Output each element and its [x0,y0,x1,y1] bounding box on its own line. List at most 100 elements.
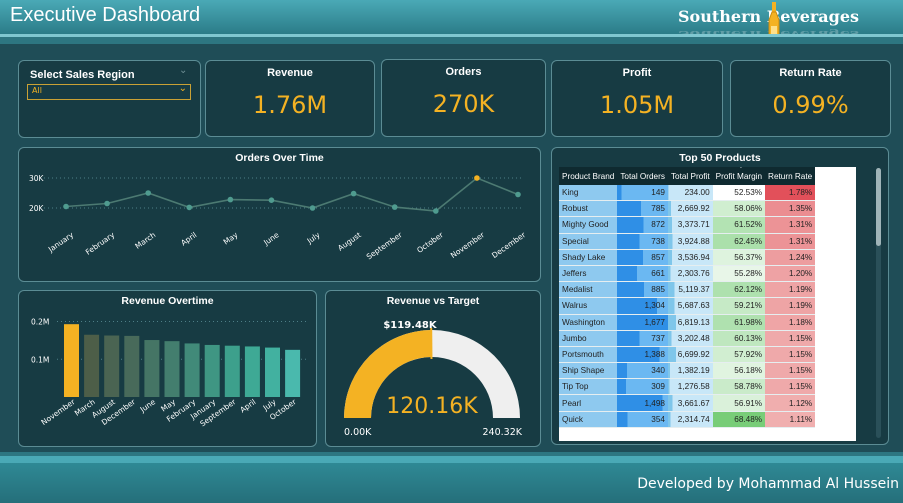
orders-point [309,205,316,211]
kpi-revenue: Revenue 1.76M [205,60,375,137]
table-row[interactable]: Ship Shape 340 1,382.19 56.18% 1.15% [559,362,816,380]
table-row[interactable]: Quick 354 2,314.74 68.48% 1.11% [559,411,816,428]
revenue-bar [204,344,220,397]
kpi-value: 270K [432,90,495,118]
table-cell: 234.00 [667,185,713,202]
table-cell: 1.15% [765,378,816,396]
gauge-min-label: 0.00K [344,427,372,438]
table-cell: 1.78% [765,185,816,202]
region-dropdown[interactable]: All ⌄ [27,83,191,100]
table-cell: Mighty Good [559,216,618,234]
gauge-fill [344,330,432,418]
table-cell: 340 [617,362,668,380]
x-tick-label: December [490,230,528,260]
table-cell: 1,388 [617,346,668,364]
table-cell: 68.48% [712,411,766,428]
orders-over-time-card: Orders Over Time 20K 30K January February Ma… [18,147,541,282]
table-row[interactable]: Special 738 3,924.88 62.45% 1.31% [559,233,816,250]
footer-band [0,452,903,456]
kpi-value: 1.76M [252,91,328,119]
table-row[interactable]: Robust 785 2,669.92 58.06% 1.35% [559,200,816,218]
table-row[interactable]: Medalist 885 5,119.37 62.12% 1.19% [559,281,816,299]
revenue-bar [285,349,301,397]
chart-title: Revenue vs Target [386,295,480,307]
footer-bar: Developed by Mohammad Al Hussein [0,463,903,503]
table-cell: 1,382.19 [667,362,713,380]
table-cell: 1.18% [765,314,816,331]
revenue-bar [144,340,160,397]
table-row[interactable]: Walrus 1,304 5,687.63 59.21% 1.19% [559,297,816,315]
table-cell: 3,924.88 [667,233,713,250]
table-row[interactable]: Pearl 1,498 3,661.67 56.91% 1.12% [559,394,816,412]
table-cell: 309 [617,378,668,396]
table-row[interactable]: Shady Lake 857 3,536.94 56.37% 1.24% [559,249,816,266]
table-row[interactable]: Portsmouth 1,388 6,699.92 57.92% 1.15% [559,346,816,364]
kpi-label: Profit [622,67,652,79]
x-tick-label: November [40,397,78,427]
table-cell: 785 [617,200,668,218]
table-cell: 56.91% [712,394,766,412]
column-header[interactable]: ▼Return Rate [738,167,816,185]
title-bar: Executive Dashboard [0,0,903,34]
kpi-value: 1.05M [599,91,675,119]
table-row[interactable]: Tip Top 309 1,276.58 58.78% 1.15% [559,378,816,396]
table-cell: 5,119.37 [667,281,713,299]
table-cell: 857 [617,249,668,266]
footer-stripe [0,456,903,463]
table-cell: Pearl [559,394,618,412]
logo-text: Southern Beverages [678,7,860,26]
orders-line [65,177,519,212]
table-cell: 1.31% [765,233,816,250]
kpi-value: 0.99% [772,91,849,119]
kpi-profit: Profit 1.05M [551,60,723,137]
table-cell: 59.21% [712,297,766,315]
table-row[interactable]: King 149 234.00 52.53% 1.78% [559,185,816,202]
orders-point [104,200,110,207]
table-cell: Washington [559,314,618,331]
table-cell: 58.06% [712,200,766,218]
column-header[interactable]: Total Orders [617,167,668,185]
table-cell: 61.52% [712,216,766,234]
table-cell: 1.15% [765,330,816,347]
products-table-viewport[interactable]: Product Brand Total Orders Total Profit Pro… [559,167,856,441]
region-slicer: Select Sales Region ⌄ All ⌄ [18,60,201,138]
orders-point [350,190,357,197]
table-cell: 58.78% [712,378,766,396]
footer-credit: Developed by Mohammad Al Hussein [637,476,899,492]
table-cell: 1.12% [765,394,816,412]
products-table: Product Brand Total Orders Total Profit Pro… [559,167,816,428]
table-row[interactable]: Mighty Good 872 3,373.71 61.52% 1.31% [559,216,816,234]
column-header[interactable]: Total Profit [667,167,713,185]
table-row[interactable]: Washington 1,677 6,819.13 61.98% 1.18% [559,314,816,331]
table-scrollbar[interactable] [876,168,881,438]
chevron-down-icon[interactable]: ⌄ [179,65,188,76]
column-header[interactable]: Profit Margin [712,167,766,185]
header-stripe [0,34,903,37]
orders-point [474,175,480,181]
table-row[interactable]: Jeffers 661 2,303.76 55.28% 1.20% [559,265,816,283]
table-cell: 56.37% [712,249,766,266]
table-cell: 738 [617,233,668,250]
table-cell: Shady Lake [559,249,618,266]
y-tick-label: 0.2M [31,318,49,327]
table-cell: 885 [617,281,668,299]
table-cell: 52.53% [712,185,766,202]
column-header[interactable]: Product Brand [559,167,618,185]
table-cell: Ship Shape [559,362,618,380]
revenue-vs-target-card: Revenue vs Target $119.48K 120.16K 0.00K… [325,290,541,447]
gauge-target-label: $119.48K [383,320,438,331]
table-cell: Robust [559,200,618,218]
table-cell: 1,677 [617,314,668,331]
table-cell: 1,304 [617,297,668,315]
x-tick-label: January [46,230,76,255]
scrollbar-thumb[interactable] [876,168,881,246]
orders-point [227,196,234,203]
table-cell: 1.31% [765,216,816,234]
table-cell: 55.28% [712,265,766,283]
revenue-bar [184,343,200,397]
table-row[interactable]: Jumbo 737 3,202.48 60.13% 1.15% [559,330,816,347]
table-cell: 1.35% [765,200,816,218]
table-cell: 6,699.92 [667,346,713,364]
y-tick-label: 20K [29,204,45,213]
